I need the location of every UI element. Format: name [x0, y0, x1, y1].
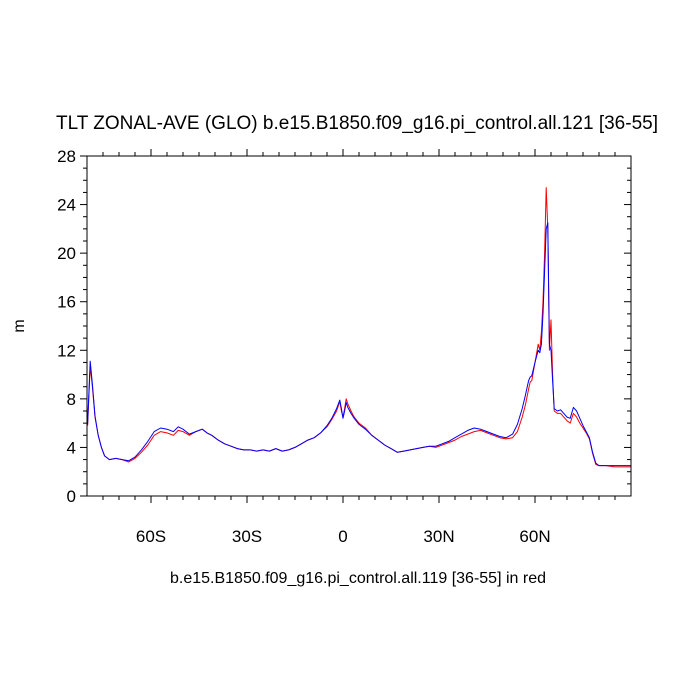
y-tick-label: 28	[57, 147, 76, 166]
series-layer	[87, 187, 631, 468]
x-tick-label: 60S	[136, 527, 166, 546]
axis-ticks: 0 4 8 12 16 20 24 28 60S 30S 0 30N 60N	[57, 147, 631, 546]
y-tick-label: 24	[57, 196, 76, 215]
y-tick-label: 4	[67, 438, 76, 457]
x-axis-caption: b.e15.B1850.f09_g16.pi_control.all.119 […	[170, 570, 546, 587]
x-tick-label: 30S	[232, 527, 262, 546]
plot-frame	[86, 155, 632, 497]
y-tick-label: 0	[67, 487, 76, 506]
y-tick-label: 8	[67, 390, 76, 409]
series-line-1	[87, 222, 631, 467]
y-tick-label: 16	[57, 293, 76, 312]
y-tick-label: 12	[57, 341, 76, 360]
x-tick-label: 30N	[423, 527, 454, 546]
chart-title: TLT ZONAL-AVE (GLO) b.e15.B1850.f09_g16.…	[56, 113, 658, 134]
y-tick-label: 20	[57, 244, 76, 263]
y-axis-label: m	[11, 319, 28, 332]
x-tick-label: 0	[338, 527, 347, 546]
x-tick-label: 60N	[519, 527, 550, 546]
